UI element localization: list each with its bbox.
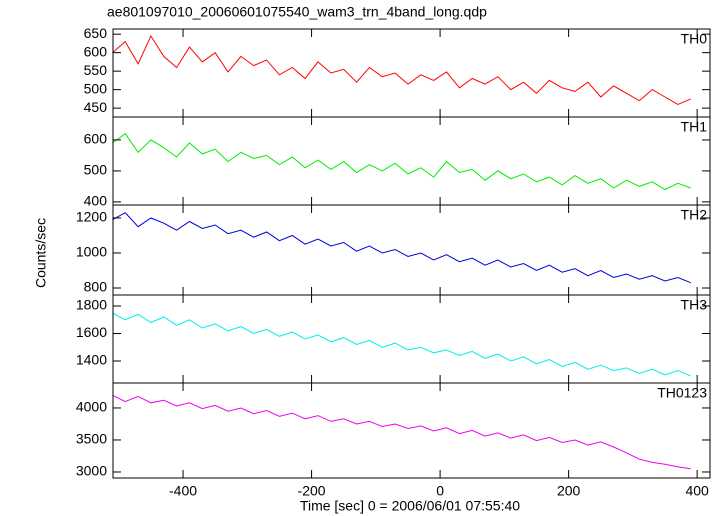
y-tick-label: 1000 <box>76 244 107 260</box>
panel-label: TH0 <box>681 31 708 47</box>
panel-label: TH2 <box>681 207 708 223</box>
y-tick-label: 1600 <box>76 324 107 340</box>
panel-frame <box>112 204 711 296</box>
y-tick-label: 450 <box>84 99 108 115</box>
y-tick-label: 600 <box>84 43 108 59</box>
y-tick-label: 500 <box>84 80 108 96</box>
y-tick-label: 600 <box>84 131 108 147</box>
data-line <box>112 212 691 284</box>
data-line <box>112 34 691 105</box>
y-axis-label: Counts/sec <box>33 218 49 288</box>
panel-frame <box>112 294 711 384</box>
chart-title: ae801097010_20060601075540_wam3_trn_4ban… <box>107 4 487 20</box>
y-tick-label: 4000 <box>76 399 107 415</box>
data-line <box>112 312 691 377</box>
x-tick-label: -400 <box>169 483 197 499</box>
data-line <box>112 394 691 470</box>
y-tick-label: 3500 <box>76 431 107 447</box>
x-tick-label: 400 <box>685 483 709 499</box>
panel-label: TH0123 <box>657 385 707 401</box>
x-tick-label: 200 <box>557 483 581 499</box>
y-tick-label: 3000 <box>76 463 107 479</box>
y-tick-label: 800 <box>84 279 108 295</box>
x-axis-label: Time [sec] 0 = 2006/06/01 07:55:40 <box>300 498 520 514</box>
panel-frame <box>112 116 711 206</box>
panel-frame <box>112 28 711 118</box>
data-line <box>112 132 691 191</box>
panel-label: TH3 <box>681 297 708 313</box>
panel-frame <box>112 382 711 479</box>
y-tick-label: 550 <box>84 62 108 78</box>
y-tick-label: 400 <box>84 193 108 209</box>
y-tick-label: 1400 <box>76 352 107 368</box>
panel-label: TH1 <box>681 119 708 135</box>
y-tick-label: 1800 <box>76 297 107 313</box>
x-tick-label: 0 <box>436 483 444 499</box>
y-tick-label: 650 <box>84 25 108 41</box>
y-tick-label: 1200 <box>76 209 107 225</box>
y-tick-label: 500 <box>84 162 108 178</box>
x-tick-label: -200 <box>298 483 326 499</box>
